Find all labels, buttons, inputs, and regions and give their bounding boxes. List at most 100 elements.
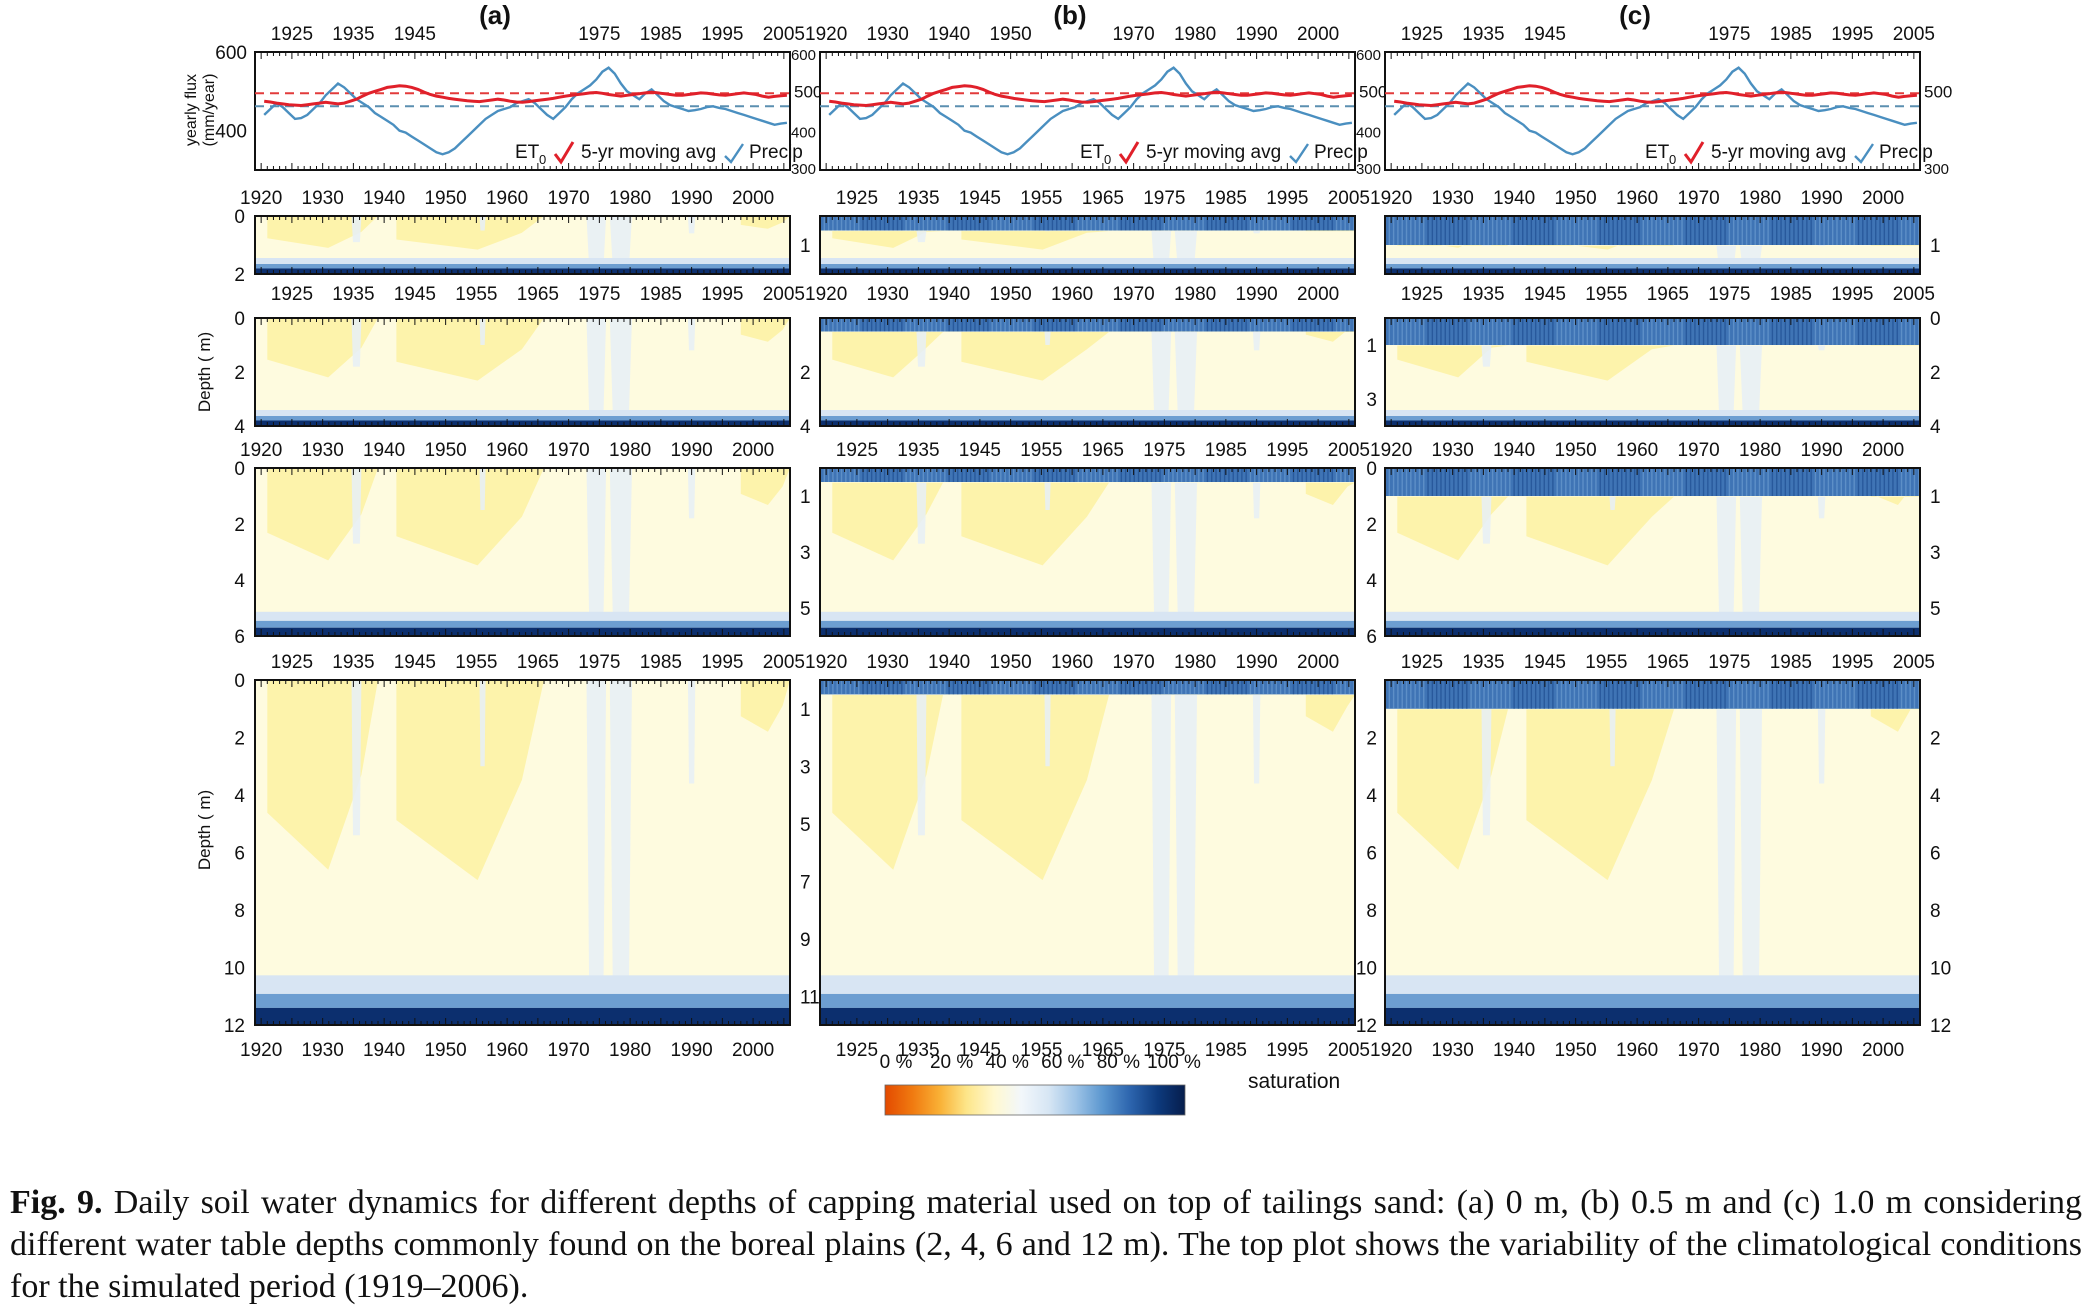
year-tick-label: 1935 [897,440,939,461]
wet-plume [1252,482,1261,519]
year-tick-label: 1995 [1266,188,1308,209]
year-tick-label: 1990 [1800,440,1842,461]
dry-zone [267,318,378,378]
depth-tick-label: 1 [1930,487,1941,508]
wet-plume [351,216,362,243]
year-tick-label: 1960 [1616,440,1658,461]
year-tick-label: 1985 [1205,188,1247,209]
year-tick-label: 1920 [240,188,282,209]
year-tick-label: 1985 [1205,1040,1247,1061]
depth-tick-label: 2 [234,363,245,384]
wet-plume [351,680,362,836]
contour-panel-row2-col2 [1384,467,1921,637]
figure-caption: Fig. 9. Daily soil water dynamics for di… [10,1182,2082,1308]
year-tick-label: 1955 [455,284,497,305]
depth-tick-label: 2 [800,363,811,384]
dry-zone [396,318,544,381]
plot-frame [1384,51,1921,171]
year-tick-label: 2000 [1297,652,1339,673]
water-table-transition [255,993,790,1008]
plot-frame [819,317,1356,427]
et0-moving-avg-series [829,84,1352,108]
year-tick-label: 1950 [1554,440,1596,461]
year-tick-label: 1920 [240,440,282,461]
water-table-transition [1385,416,1920,421]
depth-tick-label: 6 [234,627,245,648]
wet-plume [1174,695,1197,1019]
depth-tick-label: 0 [234,671,245,692]
dry-zone [832,231,943,248]
year-tick-label: 2005 [763,652,805,673]
year-tick-label: 1935 [332,652,374,673]
year-tick-label: 2000 [1862,188,1904,209]
year-tick-label: 1920 [1370,188,1412,209]
top-header-year: 1995 [701,24,743,45]
dry-zone [1526,345,1674,381]
year-tick-label: 1950 [1554,1040,1596,1061]
year-tick-label: 1920 [805,652,847,673]
depth-tick-label: 3 [800,757,811,778]
year-tick-label: 1970 [1677,188,1719,209]
top-header-year: 1935 [1462,24,1504,45]
depth-tick-label: 1 [1930,236,1941,257]
year-tick-label: 1950 [424,1040,466,1061]
top-header-year: 2005 [763,24,805,45]
contour-panel-row0-col2 [1384,215,1921,275]
year-tick-label: 1945 [394,284,436,305]
top-header-year: 1930 [867,24,909,45]
panel-label-2: (c) [1619,0,1651,30]
legend-et0-subscript: 0 [539,152,546,167]
dry-zone [1397,496,1508,561]
water-table [820,420,1355,426]
year-tick-label: 1990 [1800,1040,1842,1061]
colorbar-tick-label: 20 % [930,1052,973,1073]
depth-tick-label: 2 [234,729,245,750]
year-tick-label: 1975 [1143,188,1185,209]
water-table-transition [1385,620,1920,628]
contour-panel-row3-col0 [254,679,791,1026]
plot-frame [1384,317,1921,427]
wet-plume [479,318,486,345]
year-tick-label: 1985 [1205,440,1247,461]
wet-plume [1044,695,1051,767]
year-tick-label: 1995 [701,652,743,673]
year-tick-label: 1995 [1266,1040,1308,1061]
depth-tick-label: 12 [1356,1016,1377,1037]
wet-plume [1151,332,1172,424]
water-table [1385,627,1920,636]
plot-frame [819,467,1356,637]
depth-tick-label: 3 [1366,390,1377,411]
year-tick-label: 1975 [1708,284,1750,305]
year-tick-label: 1940 [1493,188,1535,209]
depth-tick-label: 12 [1930,1016,1951,1037]
capillary-fringe [820,258,1355,264]
water-table-transition [820,264,1355,269]
year-tick-label: 2000 [1862,440,1904,461]
year-tick-label: 1970 [1677,1040,1719,1061]
year-tick-label: 1955 [1585,652,1627,673]
dry-zone [961,482,1109,566]
wet-plume [916,332,927,367]
dry-zone [832,695,943,870]
year-tick-label: 2005 [1328,1040,1370,1061]
y-tick-label-right: 500 [1924,82,1952,101]
plot-frame [254,317,791,427]
water-table [820,1007,1355,1025]
plot-frame [819,51,1356,171]
year-tick-label: 1940 [1493,1040,1535,1061]
top-header-year: 1975 [1708,24,1750,45]
depth-tick-label: 3 [1930,543,1941,564]
top-header-year: 1990 [1235,24,1277,45]
capillary-fringe [1385,258,1920,264]
water-table [820,268,1355,274]
year-tick-label: 1985 [640,652,682,673]
panel-label-1: (b) [1053,0,1086,30]
top-header-year: 1980 [1174,24,1216,45]
year-tick-label: 1920 [1370,1040,1412,1061]
depth-tick-label: 2 [234,265,245,286]
wet-plume [1151,482,1172,633]
colorbar-frame [884,1084,1186,1116]
depth-tick-label: 0 [234,207,245,228]
wet-plume [916,482,927,544]
wet-plume [916,231,927,243]
